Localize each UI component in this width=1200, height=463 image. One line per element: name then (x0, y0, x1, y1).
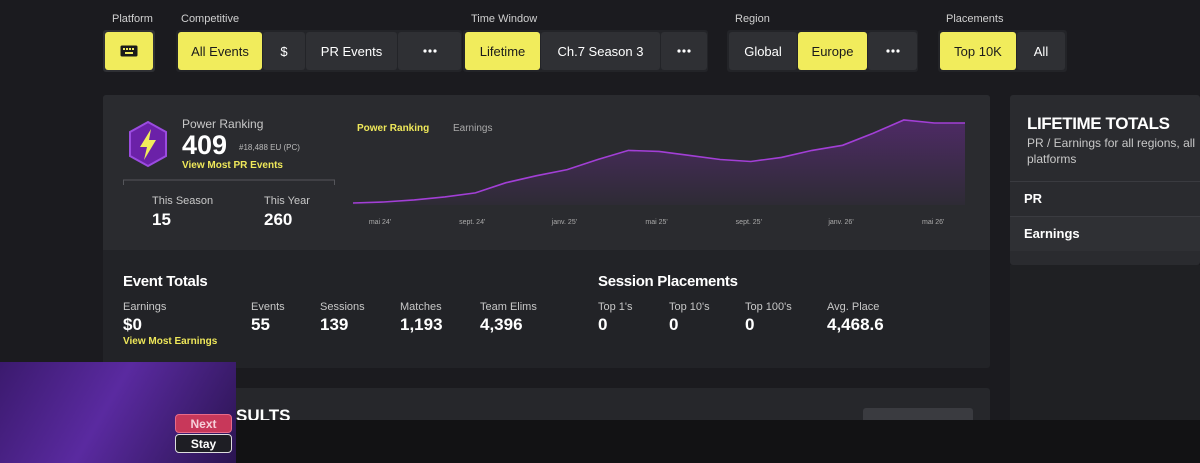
more-button[interactable] (398, 32, 461, 70)
stat-value: 0 (745, 315, 755, 334)
pr-rank: #18,488 EU (PC) (239, 143, 300, 152)
chart-tab[interactable]: Power Ranking (357, 123, 429, 134)
filter-option[interactable]: Ch.7 Season 3 (541, 32, 660, 70)
stat-label: Top 10's (669, 301, 710, 313)
chart-line (352, 119, 965, 204)
stat-value: 139 (320, 315, 349, 334)
filter-option[interactable]: Lifetime (465, 32, 540, 70)
divider (123, 179, 335, 185)
filter-option[interactable]: PR Events (306, 32, 397, 70)
x-tick-label: janv. 26' (827, 219, 853, 226)
x-tick-label: sept. 25' (736, 219, 762, 226)
bottom-bar (236, 420, 1200, 463)
lifetime-subtitle: PR / Earnings for all regions, all platf… (1027, 136, 1196, 166)
stat-value: 0 (598, 315, 608, 334)
x-tick-label: janv. 25' (551, 219, 577, 226)
filter-label: Time Window (471, 13, 538, 25)
stat-value: 4,396 (480, 315, 523, 334)
lifetime-empty (1010, 265, 1200, 420)
stat-value: 0 (669, 315, 679, 334)
filter-option[interactable]: All (1017, 32, 1065, 70)
stat-label: Top 100's (745, 301, 792, 313)
pr-link[interactable]: View Most PR Events (182, 160, 283, 171)
stat-value: 4,468.6 (827, 315, 884, 334)
stat-label: Top 1's (598, 301, 633, 313)
x-tick-label: sept. 24' (459, 219, 485, 226)
chart-tab[interactable]: Earnings (453, 123, 492, 134)
stat-label: Earnings (123, 301, 167, 313)
pr-value: 409 (182, 130, 228, 160)
pr-label: Power Ranking (182, 117, 264, 131)
filter-label: Placements (946, 13, 1004, 25)
stat-value: 55 (251, 315, 270, 334)
lifetime-row[interactable] (1010, 181, 1200, 216)
lifetime-row-label: Earnings (1024, 226, 1080, 241)
filter-label: Region (735, 13, 770, 25)
platform-button[interactable] (105, 32, 153, 70)
more-button[interactable] (661, 32, 707, 70)
filter-option[interactable]: All Events (178, 32, 262, 70)
stat-label: This Year (264, 195, 310, 207)
stat-label: Avg. Place (827, 301, 880, 313)
stat-value: 260 (264, 210, 293, 229)
section-title: Session Placements (598, 273, 738, 290)
stat-value: 1,193 (400, 315, 443, 334)
filter-option[interactable]: Europe (798, 32, 867, 70)
keyboard-icon (120, 45, 138, 57)
lifetime-row[interactable] (1010, 216, 1200, 251)
lifetime-title: LIFETIME TOTALS (1027, 114, 1170, 133)
popup-button[interactable]: Stay (175, 434, 232, 453)
stat-value: 15 (152, 210, 171, 229)
more-button[interactable] (868, 32, 917, 70)
chart-area (353, 120, 965, 205)
section-title: Event Totals (123, 273, 208, 290)
stat-label: Team Elims (480, 301, 537, 313)
stat-label: Sessions (320, 301, 365, 313)
filter-option[interactable]: Top 10K (940, 32, 1016, 70)
earnings-link[interactable]: View Most Earnings (123, 336, 218, 347)
filter-option[interactable]: Global (729, 32, 797, 70)
popup-button[interactable]: Next (175, 414, 232, 433)
lifetime-row-label: PR (1024, 191, 1043, 206)
stat-label: Events (251, 301, 285, 313)
filter-label: Competitive (181, 13, 240, 25)
pr-chart: Power Ranking Earnings mai 24' sept. 24' jan… (352, 119, 965, 226)
stat-value: $0 (123, 315, 142, 334)
pr-icon (129, 120, 167, 168)
filter-label: Platform (112, 13, 153, 25)
x-tick-label: mai 26' (922, 219, 944, 226)
x-tick-label: mai 24' (369, 219, 391, 226)
filter-option[interactable]: $ (263, 32, 305, 70)
stat-label: This Season (152, 195, 214, 207)
x-tick-label: mai 25' (645, 219, 667, 226)
stat-label: Matches (400, 301, 442, 313)
